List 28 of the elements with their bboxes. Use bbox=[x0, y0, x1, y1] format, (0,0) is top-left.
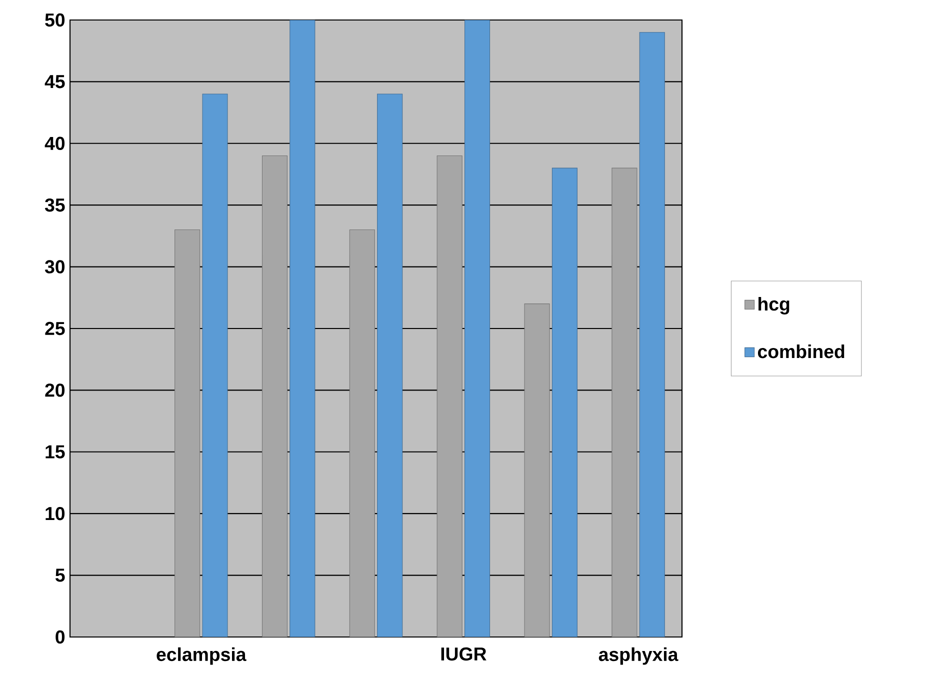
y-tick-label: 5 bbox=[55, 568, 65, 582]
legend-label: hcg bbox=[758, 296, 790, 314]
x-tick-label: IUGR bbox=[441, 647, 486, 661]
bar bbox=[174, 230, 200, 637]
y-tick-label: 15 bbox=[46, 445, 65, 458]
x-tick-label: eclampsia bbox=[156, 647, 246, 665]
bar bbox=[377, 94, 403, 637]
bar bbox=[202, 94, 228, 637]
bar bbox=[639, 32, 665, 637]
x-tick-label: asphyxia bbox=[598, 647, 678, 665]
bar bbox=[464, 20, 490, 637]
y-tick-label: 50 bbox=[45, 13, 65, 27]
y-tick-label: 45 bbox=[44, 75, 65, 88]
legend-label: combined bbox=[758, 344, 844, 358]
y-tick-label: 35 bbox=[44, 198, 65, 212]
y-tick-label: 30 bbox=[44, 260, 65, 274]
bar bbox=[612, 168, 638, 637]
bar bbox=[552, 168, 578, 637]
y-tick-label: 40 bbox=[44, 136, 65, 150]
y-tick-label: 10 bbox=[46, 506, 65, 520]
bar bbox=[290, 20, 316, 637]
y-tick-label: 20 bbox=[45, 384, 65, 397]
bar bbox=[262, 155, 288, 637]
bar bbox=[349, 230, 375, 637]
bar bbox=[436, 155, 462, 637]
y-tick-label: 25 bbox=[45, 322, 65, 336]
bar bbox=[524, 304, 550, 637]
y-tick-label: 0 bbox=[56, 630, 65, 644]
